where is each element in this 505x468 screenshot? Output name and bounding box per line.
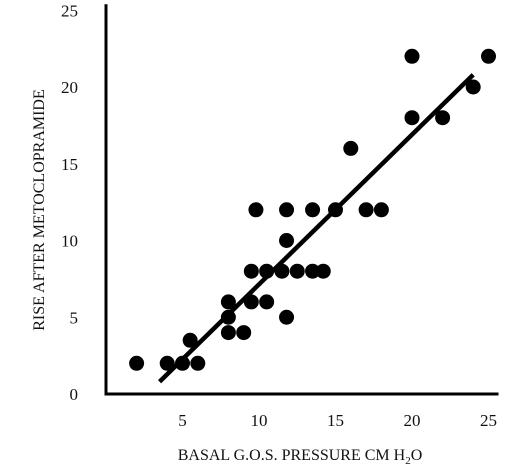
x-axis-title: BASAL G.O.S. PRESSURE CM H2O xyxy=(178,447,423,467)
regression-line xyxy=(157,73,475,384)
data-point xyxy=(404,110,420,126)
y-tick-label: 25 xyxy=(61,1,78,20)
data-point xyxy=(279,309,295,325)
data-point xyxy=(343,140,359,156)
data-point xyxy=(220,325,236,341)
data-point xyxy=(315,263,331,279)
x-tick-label: 10 xyxy=(251,411,268,430)
data-point xyxy=(404,48,420,64)
data-point xyxy=(159,355,175,371)
data-point xyxy=(358,202,374,218)
data-point xyxy=(182,332,198,348)
data-points xyxy=(129,48,496,371)
y-tick-label: 20 xyxy=(61,78,78,97)
data-point xyxy=(373,202,389,218)
data-point xyxy=(248,202,264,218)
data-point xyxy=(129,355,145,371)
data-point xyxy=(243,263,259,279)
axes xyxy=(104,4,499,396)
data-point xyxy=(279,233,295,248)
regression-line-group xyxy=(157,73,475,384)
data-point xyxy=(279,202,295,218)
y-tick-label: 5 xyxy=(70,308,79,327)
data-point xyxy=(305,202,321,218)
tick-labels: 5 10 15 20 25 0 5 10 15 20 25 xyxy=(61,1,497,430)
data-point xyxy=(259,294,275,310)
y-tick-label: 10 xyxy=(61,232,78,251)
data-point xyxy=(236,325,252,341)
y-tick-label: 15 xyxy=(61,155,78,174)
x-tick-label: 15 xyxy=(327,411,344,430)
data-point xyxy=(220,294,236,310)
x-tick-label: 20 xyxy=(404,411,421,430)
y-tick-label: 0 xyxy=(70,385,79,404)
x-tick-label: 25 xyxy=(480,411,497,430)
data-point xyxy=(190,355,206,371)
x-tick-label: 5 xyxy=(178,411,187,430)
y-axis-title: RISE AFTER METOCLOPRAMIDE xyxy=(31,89,48,331)
data-point xyxy=(481,48,496,64)
data-point xyxy=(289,263,305,279)
data-point xyxy=(175,355,190,371)
data-point xyxy=(435,110,451,126)
data-point xyxy=(465,79,481,95)
data-point xyxy=(305,263,321,279)
